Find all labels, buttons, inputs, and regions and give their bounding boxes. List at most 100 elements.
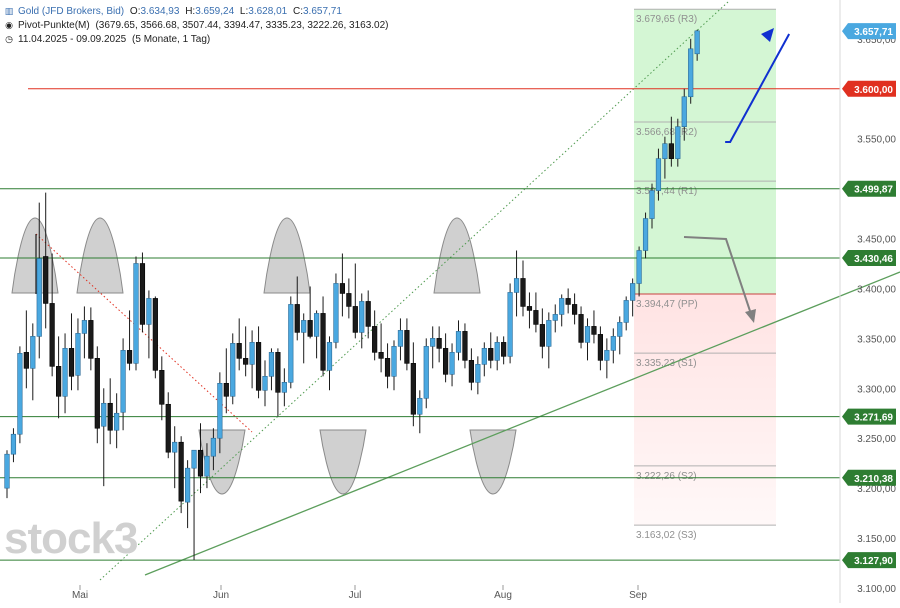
candle <box>591 310 597 344</box>
candle-body <box>688 48 694 98</box>
pivot-zones <box>634 9 776 526</box>
candle <box>423 338 429 409</box>
candle-body <box>68 348 75 377</box>
candle <box>507 283 513 364</box>
candle <box>30 323 36 401</box>
pivot-indicator-values: (3679.65, 3566.68, 3507.44, 3394.47, 333… <box>95 20 389 31</box>
candle-body <box>423 346 429 399</box>
candle <box>204 443 210 489</box>
level-badge-4: 3.210,38 <box>842 469 896 486</box>
candle-body <box>236 343 242 359</box>
candle <box>262 360 268 407</box>
candle-body <box>159 370 165 405</box>
level-badge-1-label: 3.499,87 <box>854 185 893 196</box>
wave-shape-2 <box>263 217 311 294</box>
candle <box>668 116 674 167</box>
candle-body <box>494 342 500 361</box>
pivot-lines: 3.679,65 (R3) 3.566,68 (R2) 3.507,44 (R1) 3… <box>634 8 776 541</box>
candle-body <box>662 143 668 159</box>
instrument-info: ▥ Gold (JFD Brokers, Bid) O:3.634,93 H:3.… <box>4 5 342 18</box>
candle-body <box>4 453 10 489</box>
candle <box>655 148 662 201</box>
candle-body <box>346 293 352 307</box>
candle-body <box>584 326 591 343</box>
candle <box>384 343 391 389</box>
pivot-indicator-info[interactable]: ◉ Pivot-Punkte(M) (3679.65, 3566.68, 3507… <box>4 19 389 32</box>
price-tick-label: 3.200,00 <box>857 484 896 495</box>
candle <box>68 313 75 391</box>
candle <box>675 118 681 167</box>
candle-body <box>384 358 391 377</box>
candle-body <box>475 364 481 383</box>
last-price-badge: 3.657,71 <box>842 23 896 40</box>
pivot-label-r3: 3.679,65 (R3) <box>636 14 697 25</box>
price-tick-label: 3.650,00 <box>857 35 896 46</box>
bearish-arrow-head <box>745 309 756 323</box>
pivot-label-r1: 3.507,44 (R1) <box>636 186 697 197</box>
candle-body <box>410 363 416 415</box>
pivot-label-s3: 3.163,02 (S3) <box>636 530 697 541</box>
price-tick-label: 3.450,00 <box>857 235 896 246</box>
candle-body <box>62 348 68 397</box>
level-badge-3: 3.271,69 <box>842 408 896 425</box>
candle-body <box>255 342 262 391</box>
candle-body <box>191 449 197 469</box>
candle <box>436 326 442 363</box>
candle-body <box>223 383 229 397</box>
time-axis: Mai Jun Jul Aug Sep <box>72 585 647 601</box>
eye-icon[interactable]: ◉ <box>5 20 13 30</box>
candle-body <box>488 348 494 361</box>
pivot-label-s1: 3.335,23 (S1) <box>636 358 697 369</box>
candle-body <box>17 353 23 435</box>
candle <box>43 192 49 329</box>
candle-body <box>133 263 139 364</box>
pivot-label-pp: 3.394,47 (PP) <box>636 299 698 310</box>
candle <box>326 336 333 391</box>
candle <box>462 323 468 369</box>
candle <box>294 276 300 341</box>
bearish-forecast-arrow <box>683 236 752 315</box>
candle <box>449 343 455 387</box>
candle-body <box>501 342 507 357</box>
candle <box>688 38 694 104</box>
candle <box>268 348 275 391</box>
date-range-info[interactable]: ◷ 11.04.2025 - 09.09.2025 (5 Monate, 1 Ta… <box>4 33 210 46</box>
candle <box>584 318 591 361</box>
candle <box>120 338 126 431</box>
candle-body <box>204 455 210 477</box>
candle <box>681 88 687 141</box>
candle-body <box>262 376 268 391</box>
instrument-name: Gold (JFD Brokers, Bid) <box>18 6 125 17</box>
candle-body <box>101 402 107 427</box>
clock-icon[interactable]: ◷ <box>5 34 13 44</box>
candle <box>94 346 100 444</box>
candle-body <box>378 352 384 359</box>
candle-body <box>533 310 539 325</box>
last-price-badge-label: 3.657,71 <box>854 27 893 38</box>
candle-body <box>513 278 520 293</box>
candle <box>617 316 623 355</box>
candle <box>178 436 184 514</box>
forecast-arrows <box>683 28 791 323</box>
candle <box>223 348 229 414</box>
candle-body <box>178 441 184 502</box>
price-tick-label: 3.550,00 <box>857 135 896 146</box>
level-badge-5-label: 3.127,90 <box>854 556 893 567</box>
candle <box>114 393 120 449</box>
candle <box>391 340 397 391</box>
candle <box>578 306 584 349</box>
price-tick-label: 3.250,00 <box>857 434 896 445</box>
candle <box>404 318 410 371</box>
ohlc-close: 3.657,71 <box>302 6 342 17</box>
candle <box>249 330 255 389</box>
ohlc-low-label: L: <box>239 6 249 17</box>
candle-body <box>120 350 126 413</box>
candle-body <box>552 314 558 321</box>
candles <box>4 29 700 561</box>
ohlc-high: 3.659,24 <box>195 6 235 17</box>
candle <box>494 336 500 371</box>
bullish-arrow-head <box>761 28 774 42</box>
candle-body <box>571 304 578 315</box>
